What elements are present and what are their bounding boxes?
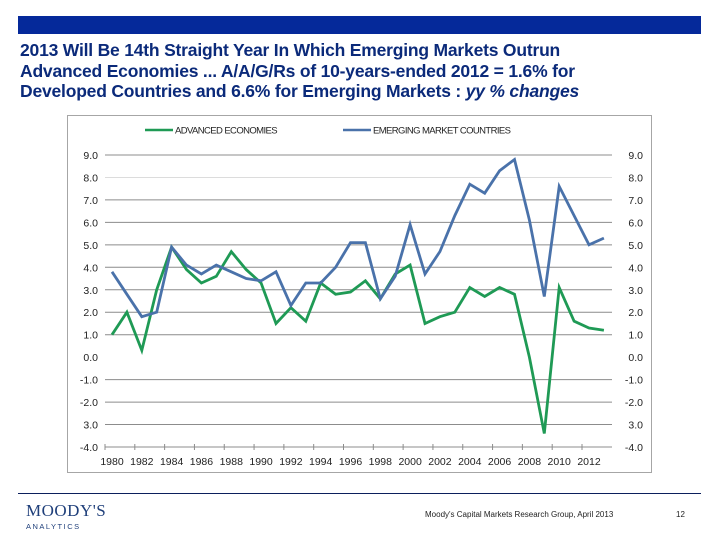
legend-label-emerging: EMERGING MARKET COUNTRIES	[373, 126, 511, 137]
y-axis-right-labels: 9.0 8.0 7.0 6.0 5.0 4.0 3.0 2.0 1.0 0.0 -1.0 -2.0 3.…	[625, 150, 643, 454]
y-tick-label-right: -4.0	[625, 442, 643, 454]
logo-subtitle: ANALYTICS	[26, 522, 81, 531]
y-tick-label-left: 2.0	[83, 307, 98, 319]
y-tick-label-right: 1.0	[628, 330, 643, 342]
x-tick-label: 1990	[249, 456, 273, 468]
x-tick-label: 2010	[548, 456, 572, 468]
legend-label-advanced: ADVANCED ECONOMIES	[175, 126, 277, 137]
y-tick-label-right: 8.0	[628, 172, 643, 184]
header-bar	[18, 16, 701, 34]
x-tick-label: 1994	[309, 456, 333, 468]
title-line-3-italic: yy % changes	[465, 81, 580, 101]
y-tick-label-right: 6.0	[628, 217, 643, 229]
x-tick-label: 1988	[220, 456, 244, 468]
y-tick-label-left: 8.0	[83, 172, 98, 184]
y-tick-label-left: 3.0	[83, 285, 98, 297]
y-tick-label-right: 0.0	[628, 352, 643, 364]
x-tick-label: 2006	[488, 456, 512, 468]
y-tick-label-right: -1.0	[625, 375, 643, 387]
y-axis-left-labels: 9.0 8.0 7.0 6.0 5.0 4.0 3.0 2.0 1.0 0.0 -1.0 -2.0 3.…	[80, 150, 98, 454]
y-tick-label-right: 5.0	[628, 240, 643, 252]
y-tick-label-right: 9.0	[628, 150, 643, 162]
y-tick-label-left: 7.0	[83, 195, 98, 207]
title-line-3-main: Developed Countries and 6.6% for Emergin…	[20, 81, 466, 101]
x-tick-label: 2002	[428, 456, 452, 468]
x-tick-label: 1986	[190, 456, 214, 468]
x-tick-label: 2004	[458, 456, 482, 468]
x-tick-label: 1996	[339, 456, 363, 468]
page-number: 12	[676, 510, 685, 519]
y-tick-label-right: 4.0	[628, 262, 643, 274]
chart-frame	[67, 115, 652, 473]
y-tick-label-left: 1.0	[83, 330, 98, 342]
series-line-advanced-economies	[110, 243, 605, 434]
y-tick-label-left: 3.0	[83, 420, 98, 432]
y-tick-label-left: -1.0	[80, 375, 98, 387]
x-axis: 1980 1982 1984 1986 1988 1990 1992 1994 1996 1998…	[100, 444, 612, 468]
y-tick-label-right: 3.0	[628, 420, 643, 432]
y-tick-label-left: 9.0	[83, 150, 98, 162]
footer-divider	[18, 493, 701, 494]
title-line-1: 2013 Will Be 14th Straight Year In Which…	[20, 40, 561, 60]
y-tick-label-right: -2.0	[625, 397, 643, 409]
series-line-emerging-markets	[110, 157, 605, 319]
source-note: Moody's Capital Markets Research Group, …	[425, 510, 614, 519]
series-lines	[110, 157, 605, 434]
x-tick-label: 1982	[130, 456, 154, 468]
x-tick-label: 1998	[369, 456, 393, 468]
y-tick-label-left: 6.0	[83, 217, 98, 229]
x-tick-label: 1992	[279, 456, 303, 468]
x-tick-label: 2012	[577, 456, 601, 468]
title-line-2: Advanced Economies ... A/A/G/Rs of 10-ye…	[20, 60, 575, 81]
y-tick-label-left: -4.0	[80, 442, 98, 454]
y-tick-label-left: -2.0	[80, 397, 98, 409]
y-tick-label-right: 7.0	[628, 195, 643, 207]
y-tick-label-right: 3.0	[628, 285, 643, 297]
slide-title: 2013 Will Be 14th Straight Year In Which…	[20, 40, 710, 102]
x-tick-label: 2008	[518, 456, 542, 468]
x-tick-label: 2000	[398, 456, 422, 468]
y-tick-label-right: 2.0	[628, 307, 643, 319]
y-tick-label-left: 4.0	[83, 262, 98, 274]
chart-legend: ADVANCED ECONOMIES EMERGING MARKET COUNT…	[145, 126, 511, 137]
logo-name: MOODY'S	[26, 501, 107, 520]
title-line-3: Developed Countries and 6.6% for Emergin…	[20, 81, 710, 102]
gridlines	[105, 154, 612, 426]
y-tick-label-left: 5.0	[83, 240, 98, 252]
moodys-analytics-logo: MOODY'S ANALYTICS	[26, 502, 106, 531]
y-tick-label-left: 0.0	[83, 352, 98, 364]
x-tick-label: 1984	[160, 456, 184, 468]
x-tick-label: 1980	[100, 456, 124, 468]
